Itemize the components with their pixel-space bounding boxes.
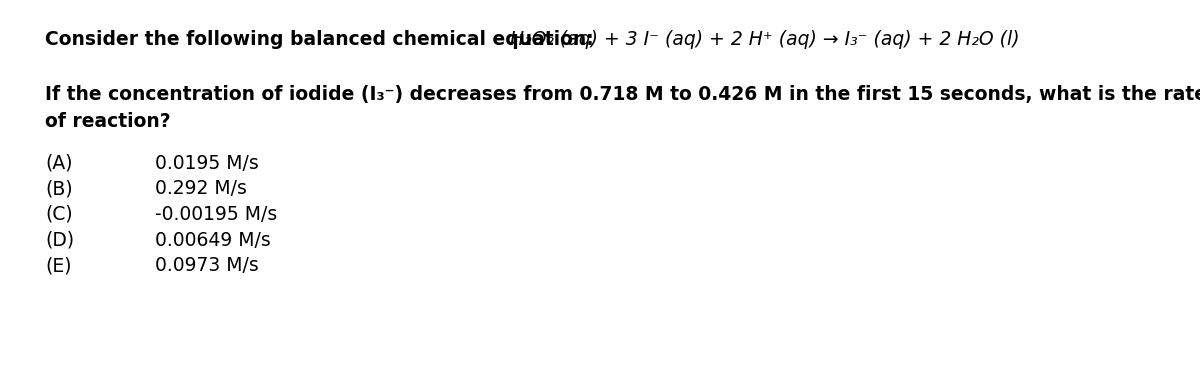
Text: If the concentration of iodide (I₃⁻) decreases from 0.718 M to 0.426 M in the fi: If the concentration of iodide (I₃⁻) dec…: [46, 85, 1200, 104]
Text: (D): (D): [46, 231, 74, 250]
Text: (C): (C): [46, 205, 73, 224]
Text: of reaction?: of reaction?: [46, 112, 170, 131]
Text: (A): (A): [46, 154, 72, 173]
Text: Consider the following balanced chemical equation:: Consider the following balanced chemical…: [46, 30, 594, 49]
Text: 0.0195 M/s: 0.0195 M/s: [155, 154, 259, 173]
Text: 0.292 M/s: 0.292 M/s: [155, 179, 247, 198]
Text: (E): (E): [46, 256, 72, 276]
Text: (B): (B): [46, 179, 73, 198]
Text: 0.00649 M/s: 0.00649 M/s: [155, 231, 271, 250]
Text: 0.0973 M/s: 0.0973 M/s: [155, 256, 259, 276]
Text: H₂O₂ (aq) + 3 I⁻ (aq) + 2 H⁺ (aq) → I₃⁻ (aq) + 2 H₂O (l): H₂O₂ (aq) + 3 I⁻ (aq) + 2 H⁺ (aq) → I₃⁻ …: [510, 30, 1020, 49]
Text: -0.00195 M/s: -0.00195 M/s: [155, 205, 277, 224]
